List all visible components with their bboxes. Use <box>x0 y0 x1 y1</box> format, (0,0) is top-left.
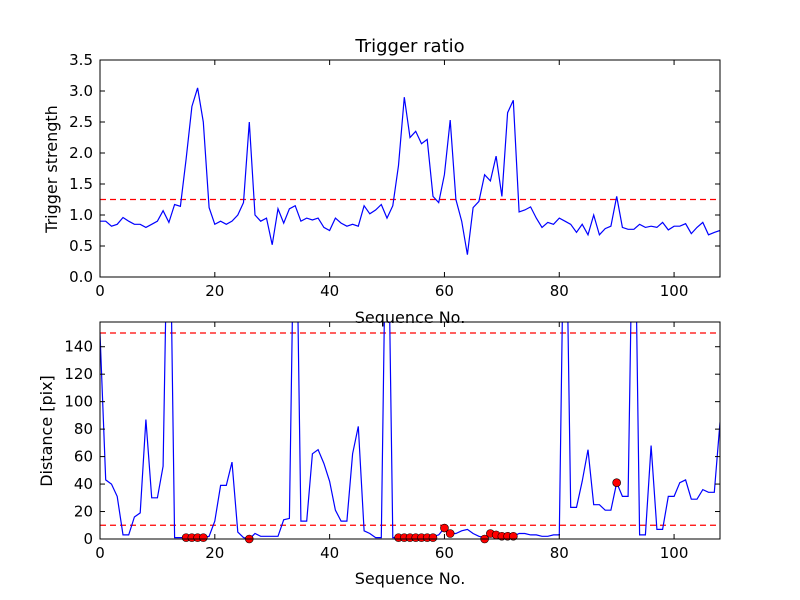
y-tick-label: 0.5 <box>69 237 93 255</box>
x-tick-label: 20 <box>205 282 224 300</box>
x-tick-label: 100 <box>660 544 689 562</box>
y-tick-label: 1.0 <box>69 206 93 224</box>
data-point-marker <box>440 523 449 533</box>
y-tick-label: 2.0 <box>69 144 93 162</box>
distance-plot-area: 0 20 40 60 80 100 0 20 40 60 80 100 120 140 <box>64 321 721 562</box>
y-tick-label: 140 <box>64 338 93 356</box>
y-tick-label: 2.5 <box>69 113 93 131</box>
y-tick-label: 20 <box>74 503 93 521</box>
x-tick-label: 60 <box>435 544 454 562</box>
y-tick-label: 40 <box>74 475 93 493</box>
y-tick-label: 0 <box>83 530 93 548</box>
x-axis-label: Sequence No. <box>355 569 466 588</box>
data-point-marker <box>199 533 208 542</box>
data-point-marker <box>428 533 438 542</box>
y-tick-label: 3.5 <box>69 51 93 69</box>
data-point-marker <box>509 531 518 541</box>
x-tick-label: 80 <box>550 544 569 562</box>
y-tick-label: 60 <box>74 448 93 466</box>
y-axis-label: Trigger strength <box>42 105 61 234</box>
x-axis-label: Sequence No. <box>355 308 466 327</box>
y-tick-label: 120 <box>64 365 93 383</box>
y-tick-label: 3.0 <box>69 82 93 100</box>
data-point-marker <box>445 529 455 538</box>
axes-frame <box>99 59 721 278</box>
x-tick-label: 80 <box>550 282 569 300</box>
x-tick-label: 40 <box>320 544 339 562</box>
axes-frame <box>99 321 721 540</box>
trigger-ratio-plot-area: 0 20 40 60 80 100 0.0 0.5 1.0 1.5 2.0 2.5 3.0 3.5 <box>69 51 721 300</box>
y-tick-label: 100 <box>64 393 93 411</box>
y-axis-label: Distance [pix] <box>37 375 56 487</box>
data-series-line <box>100 87 720 255</box>
x-tick-label: 20 <box>205 544 224 562</box>
data-point-marker <box>612 478 621 487</box>
y-tick-label: 1.5 <box>69 175 93 193</box>
x-tick-label: 0 <box>95 544 105 562</box>
y-tick-label: 0.0 <box>69 268 93 286</box>
x-tick-label: 100 <box>660 282 689 300</box>
x-tick-label: 0 <box>95 282 105 300</box>
distance-panel: 0 20 40 60 80 100 0 20 40 60 80 100 120 140 Sequence … <box>37 321 721 588</box>
chart-title: Trigger ratio <box>354 36 464 57</box>
x-tick-label: 60 <box>435 282 454 300</box>
y-tick-label: 80 <box>74 420 93 438</box>
x-tick-label: 40 <box>320 282 339 300</box>
